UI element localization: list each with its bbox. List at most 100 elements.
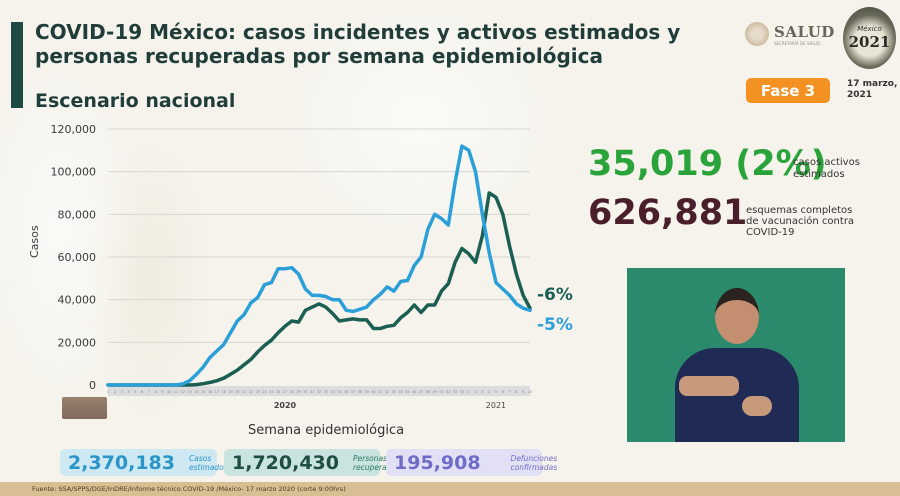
card-value: 2,370,183 bbox=[68, 451, 175, 474]
year-label: 2020 bbox=[274, 401, 297, 410]
x-tick-label: 18 bbox=[221, 390, 225, 394]
x-axis-ticks: 1 2 3 4 5 6 7 8 9 10 11 12 13 14 15 16 17 18 19 20 21 22 23 24 2… bbox=[107, 390, 532, 394]
x-tick-label: 1 bbox=[107, 390, 109, 394]
salud-logo: SALUD SECRETARÍA DE SALUD bbox=[745, 22, 835, 46]
x-tick-label: 41 bbox=[378, 390, 382, 394]
x-tick-label: 21 bbox=[242, 390, 246, 394]
x-tick-label: 28 bbox=[290, 390, 294, 394]
y-tick-label: 100,000 bbox=[51, 166, 97, 179]
x-tick-label: 35 bbox=[337, 390, 341, 394]
x-tick-label: 12 bbox=[181, 390, 185, 394]
x-tick-label: 3 bbox=[120, 390, 122, 394]
x-tick-label: 29 bbox=[296, 390, 300, 394]
salud-logo-subtext: SECRETARÍA DE SALUD bbox=[774, 40, 821, 46]
x-tick-label: 8 bbox=[155, 390, 157, 394]
vaccination-value: 626,881 bbox=[588, 193, 748, 233]
salud-logo-text: SALUD bbox=[774, 22, 835, 41]
x-axis-year-labels: 2020 2021 bbox=[274, 401, 506, 410]
x-tick-label: 4 bbox=[488, 390, 491, 394]
incident-change-label: -5% bbox=[537, 315, 573, 335]
x-tick-label: 20 bbox=[235, 390, 239, 394]
sign-language-interpreter-video bbox=[627, 268, 845, 442]
x-tick-label: 15 bbox=[201, 390, 205, 394]
x-tick-label: 23 bbox=[256, 390, 260, 394]
report-date-line1: 17 marzo, bbox=[847, 79, 898, 89]
series-line bbox=[106, 144, 532, 387]
x-tick-label: 34 bbox=[330, 390, 335, 394]
card-recovered: 1,720,430 Personas recuperadas bbox=[224, 449, 400, 476]
active-cases-value: 35,019 (2%) bbox=[588, 144, 827, 184]
x-tick-label: 11 bbox=[174, 390, 178, 394]
active-change-label: -6% bbox=[537, 285, 573, 305]
x-tick-label: 49 bbox=[432, 390, 436, 394]
x-tick-label: 5 bbox=[134, 390, 136, 394]
y-tick-label: 80,000 bbox=[58, 208, 97, 221]
card-value: 195,908 bbox=[394, 451, 481, 474]
x-tick-label: 9 bbox=[522, 390, 524, 394]
x-tick-label: 38 bbox=[358, 390, 362, 394]
interpreter-head bbox=[715, 288, 759, 344]
vaccination-label: esquemas completos de vacunación contra … bbox=[746, 205, 855, 238]
source-footer: Fuente: SSA/SPPS/DGE/InDRE/Informe técni… bbox=[0, 482, 900, 496]
chart-series bbox=[106, 144, 532, 387]
card-estimated-cases: 2,370,183 Casos estimados bbox=[60, 449, 228, 476]
x-tick-label: 44 bbox=[398, 390, 403, 394]
interpreter-hand bbox=[742, 396, 772, 416]
x-tick-label: 6 bbox=[502, 390, 504, 394]
card-label: Casos estimados bbox=[188, 453, 228, 472]
x-tick-label: 24 bbox=[262, 390, 267, 394]
x-tick-label: 3 bbox=[481, 390, 483, 394]
logo-2021-year: 2021 bbox=[848, 33, 891, 51]
year-label: 2021 bbox=[486, 401, 506, 410]
title-accent-bar bbox=[11, 22, 23, 108]
report-date-line2: 2021 bbox=[847, 90, 873, 100]
x-axis-label: Semana epidemiológica bbox=[248, 423, 405, 438]
page-subtitle: Escenario nacional bbox=[35, 90, 236, 112]
x-tick-label: 32 bbox=[317, 390, 321, 394]
series-line bbox=[106, 191, 532, 387]
x-tick-label: 46 bbox=[412, 390, 416, 394]
x-tick-label: 48 bbox=[426, 390, 430, 394]
card-label: Personas recuperadas bbox=[352, 453, 400, 472]
x-tick-label: 7 bbox=[508, 390, 510, 394]
x-tick-label: 33 bbox=[324, 390, 328, 394]
card-value: 1,720,430 bbox=[232, 451, 339, 474]
x-tick-label: 10 bbox=[167, 390, 171, 394]
mexico-2021-logo: México 2021 bbox=[843, 7, 896, 69]
x-tick-label: 37 bbox=[351, 390, 355, 394]
x-tick-label: 36 bbox=[344, 390, 348, 394]
x-tick-label: 19 bbox=[228, 390, 232, 394]
y-tick-label: 20,000 bbox=[58, 336, 97, 349]
page-title: COVID-19 México: casos incidentes y acti… bbox=[35, 20, 681, 68]
y-tick-label: 0 bbox=[89, 379, 96, 392]
x-tick-label: 4 bbox=[127, 390, 130, 394]
x-tick-label: 40 bbox=[371, 390, 375, 394]
x-tick-label: 8 bbox=[515, 390, 517, 394]
card-deaths: 195,908 Defunciones confirmadas bbox=[386, 449, 557, 476]
x-tick-label: 26 bbox=[276, 390, 280, 394]
heroes-illustration bbox=[62, 397, 107, 419]
y-tick-label: 40,000 bbox=[58, 294, 97, 307]
series-end-labels: -6% -5% bbox=[537, 285, 573, 335]
x-tick-label: 31 bbox=[310, 390, 314, 394]
x-tick-label: 39 bbox=[364, 390, 368, 394]
x-tick-label: 10 bbox=[528, 390, 532, 394]
x-tick-label: 22 bbox=[249, 390, 253, 394]
x-tick-label: 5 bbox=[495, 390, 497, 394]
x-tick-label: 53 bbox=[460, 390, 464, 394]
y-tick-label: 60,000 bbox=[58, 251, 97, 264]
phase-badge: Fase 3 bbox=[746, 78, 830, 103]
x-tick-label: 13 bbox=[187, 390, 191, 394]
x-tick-label: 16 bbox=[208, 390, 212, 394]
chart-grid bbox=[108, 128, 530, 343]
x-tick-label: 45 bbox=[405, 390, 409, 394]
x-tick-label: 2 bbox=[114, 390, 116, 394]
y-tick-label: 120,000 bbox=[51, 123, 97, 136]
x-tick-label: 6 bbox=[141, 390, 143, 394]
x-tick-label: 42 bbox=[385, 390, 389, 394]
x-axis-band bbox=[108, 386, 530, 396]
x-tick-label: 27 bbox=[283, 390, 287, 394]
x-tick-label: 14 bbox=[194, 390, 199, 394]
interpreter-hand bbox=[679, 376, 739, 396]
mexico-seal-icon bbox=[745, 22, 769, 46]
